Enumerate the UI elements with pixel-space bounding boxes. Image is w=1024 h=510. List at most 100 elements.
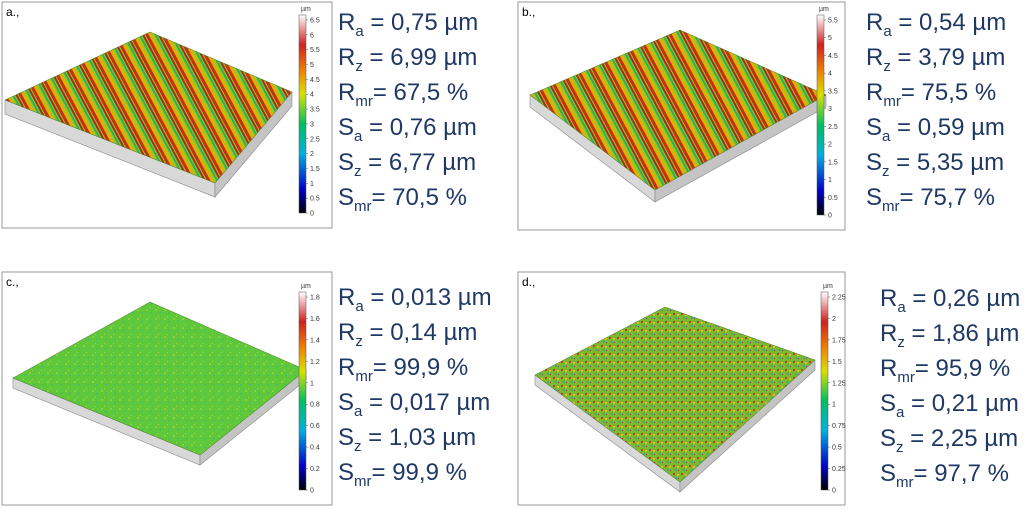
color-bar-tick-label: 1.25 [832,380,846,387]
parameter-subscript: z [882,163,890,180]
color-bar-tick-label: 3 [828,106,832,113]
color-bar-tick-label: 5 [310,62,314,69]
color-bar-tick-label: 6.5 [310,18,320,25]
color-bar-tick-label: 5.5 [310,47,320,54]
color-bar [298,291,307,491]
color-bar-unit: µm [301,6,311,13]
parameter-value: = 97,7 % [914,460,1009,487]
parameter-symbol: S [338,184,354,211]
parameter-subscript: mr [355,368,373,385]
panel: b., µm 0 0.5 1 1.5 2 2.5 3 3.5 4 4.5 5 5.5 Ra = 0,54 µ… [517,1,1006,231]
color-bar [816,14,825,216]
color-bar-tick-label: 1 [310,380,314,387]
parameter-value: = 0,26 µm [906,285,1021,312]
color-bar [820,291,829,491]
color-bar-unit: µm [823,283,833,290]
parameter-value: = 75,5 % [901,79,996,106]
parameter-symbol: R [866,79,883,106]
parameter-subscript: mr [354,473,372,490]
parameter-subscript: z [897,334,905,351]
parameter-symbol: S [866,149,882,176]
panel: c., µm 0 0.2 0.4 0.6 0.8 1 1.2 1.4 1.6 1.8 Ra = 0,01… [1,271,492,506]
parameter-symbol: R [338,284,355,311]
roughness-parameter: Rmr= 95,9 % [880,355,1010,386]
color-bar-tick-label: 2 [832,316,836,323]
parameter-symbol: R [866,44,883,71]
parameter-symbol: S [866,184,882,211]
panel-label: c., [6,275,19,289]
parameter-symbol: S [880,390,896,417]
parameter-value: = 0,14 µm [363,319,478,346]
parameter-value: = 0,54 µm [892,9,1007,36]
color-bar-tick-label: 4.5 [828,53,838,60]
parameter-subscript: a [896,404,905,421]
color-bar-tick-label: 0.25 [832,466,846,473]
parameter-symbol: R [880,320,897,347]
color-bar-tick-label: 2 [310,151,314,158]
parameter-value: = 5,35 µm [890,149,1005,176]
parameter-value: = 70,5 % [372,184,467,211]
color-bar-tick-label: 1.4 [310,337,320,344]
parameter-subscript: z [896,439,904,456]
parameter-subscript: z [355,58,363,75]
color-bar-tick-label: 2.5 [828,124,838,131]
parameter-subscript: a [354,403,363,420]
parameter-symbol: S [338,459,354,486]
parameter-value: = 1,03 µm [362,424,477,451]
roughness-parameter: Ra = 0,26 µm [880,285,1020,316]
roughness-parameter: Rz = 1,86 µm [880,320,1019,351]
parameter-symbol: S [338,114,354,141]
parameter-value: = 0,017 µm [362,389,490,416]
roughness-parameter: Rmr= 99,9 % [338,354,468,385]
parameter-symbol: S [880,425,896,452]
parameter-subscript: a [355,23,364,40]
parameter-symbol: S [338,424,354,451]
roughness-parameter: Sz = 5,35 µm [866,149,1004,180]
parameter-subscript: mr [882,198,900,215]
color-bar-tick-label: 1.5 [832,359,842,366]
parameter-symbol: R [338,319,355,346]
parameter-subscript: a [897,299,906,316]
color-bar-tick-label: 1.75 [832,337,846,344]
parameter-subscript: a [883,23,892,40]
roughness-parameter: Sa = 0,017 µm [338,389,490,420]
color-bar-tick-label: 0.6 [310,423,320,430]
color-bar-tick-label: 0 [310,211,314,218]
color-bar-tick-label: 1 [832,402,836,409]
color-bar-unit: µm [301,283,311,290]
parameter-symbol: R [338,9,355,36]
color-bar-tick-label: 3 [310,121,314,128]
parameter-symbol: S [866,114,882,141]
panel: a., µm 0 0.5 1 1.5 2 2.5 3 3.5 4 4.5 5 5.5 6 6.5 Ra = 0,… [1,1,478,229]
parameter-subscript: mr [354,198,372,215]
panel: d., µm 0 0.25 0.5 0.75 1 1.25 1.5 1.75 2 2.25 Ra = 0… [517,271,1020,506]
surface-top [534,306,816,483]
color-bar-tick-label: 2 [828,142,832,149]
surface-top [529,29,827,191]
color-bar-tick-label: 1.2 [310,359,320,366]
color-bar-tick-label: 0.8 [310,402,320,409]
color-bar-tick-label: 0.5 [310,196,320,203]
parameter-symbol: R [338,44,355,71]
parameter-subscript: mr [897,369,915,386]
roughness-parameter: Sz = 6,77 µm [338,149,476,180]
color-bar-tick-label: 0 [832,488,836,495]
color-bar-tick-label: 4.5 [310,77,320,84]
surface-top [4,31,293,184]
color-bar [298,14,307,214]
color-bar-tick-label: 1 [310,181,314,188]
roughness-parameter: Ra = 0,54 µm [866,9,1006,40]
color-bar-tick-label: 1.5 [310,166,320,173]
roughness-parameter: Rz = 6,99 µm [338,44,477,75]
parameter-subscript: mr [896,474,914,491]
roughness-parameter: Smr= 97,7 % [880,460,1009,491]
roughness-parameter: Sz = 2,25 µm [880,425,1018,456]
parameter-subscript: z [355,333,363,350]
parameter-symbol: R [866,9,883,36]
parameter-subscript: mr [355,93,373,110]
color-bar-tick-label: 4 [828,71,832,78]
roughness-parameter: Rmr= 67,5 % [338,79,468,110]
color-bar-tick-label: 6 [310,32,314,39]
roughness-parameter: Sa = 0,21 µm [880,390,1019,421]
